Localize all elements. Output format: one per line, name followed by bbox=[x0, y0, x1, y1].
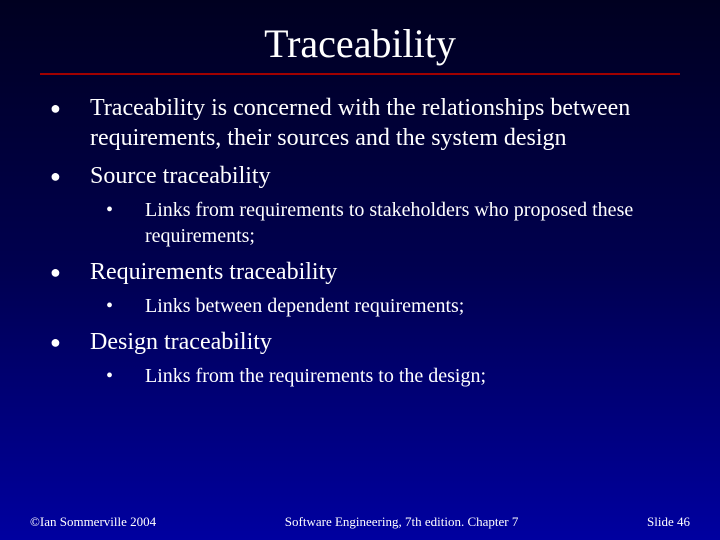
bullet-icon: ● bbox=[40, 327, 90, 357]
bullet-item: ● Traceability is concerned with the rel… bbox=[40, 93, 680, 153]
bullet-text: Design traceability bbox=[90, 327, 680, 357]
sub-bullet-icon: • bbox=[90, 197, 145, 223]
sub-bullet-item: • Links from requirements to stakeholder… bbox=[40, 197, 680, 249]
bullet-icon: ● bbox=[40, 161, 90, 191]
sub-bullet-text: Links between dependent requirements; bbox=[145, 293, 680, 319]
footer-center: Software Engineering, 7th edition. Chapt… bbox=[156, 514, 647, 530]
bullet-item: ● Design traceability bbox=[40, 327, 680, 357]
bullet-text: Requirements traceability bbox=[90, 257, 680, 287]
bullet-icon: ● bbox=[40, 93, 90, 123]
sub-bullet-text: Links from requirements to stakeholders … bbox=[145, 197, 680, 249]
sub-bullet-item: • Links from the requirements to the des… bbox=[40, 363, 680, 389]
sub-bullet-item: • Links between dependent requirements; bbox=[40, 293, 680, 319]
bullet-text: Traceability is concerned with the relat… bbox=[90, 93, 680, 153]
footer: ©Ian Sommerville 2004 Software Engineeri… bbox=[0, 514, 720, 530]
bullet-item: ● Source traceability bbox=[40, 161, 680, 191]
slide-title: Traceability bbox=[0, 0, 720, 73]
sub-bullet-icon: • bbox=[90, 293, 145, 319]
bullet-item: ● Requirements traceability bbox=[40, 257, 680, 287]
sub-bullet-text: Links from the requirements to the desig… bbox=[145, 363, 680, 389]
footer-right: Slide 46 bbox=[647, 514, 690, 530]
bullet-text: Source traceability bbox=[90, 161, 680, 191]
bullet-icon: ● bbox=[40, 257, 90, 287]
slide-content: ● Traceability is concerned with the rel… bbox=[0, 75, 720, 389]
slide: Traceability ● Traceability is concerned… bbox=[0, 0, 720, 540]
footer-left: ©Ian Sommerville 2004 bbox=[30, 514, 156, 530]
sub-bullet-icon: • bbox=[90, 363, 145, 389]
